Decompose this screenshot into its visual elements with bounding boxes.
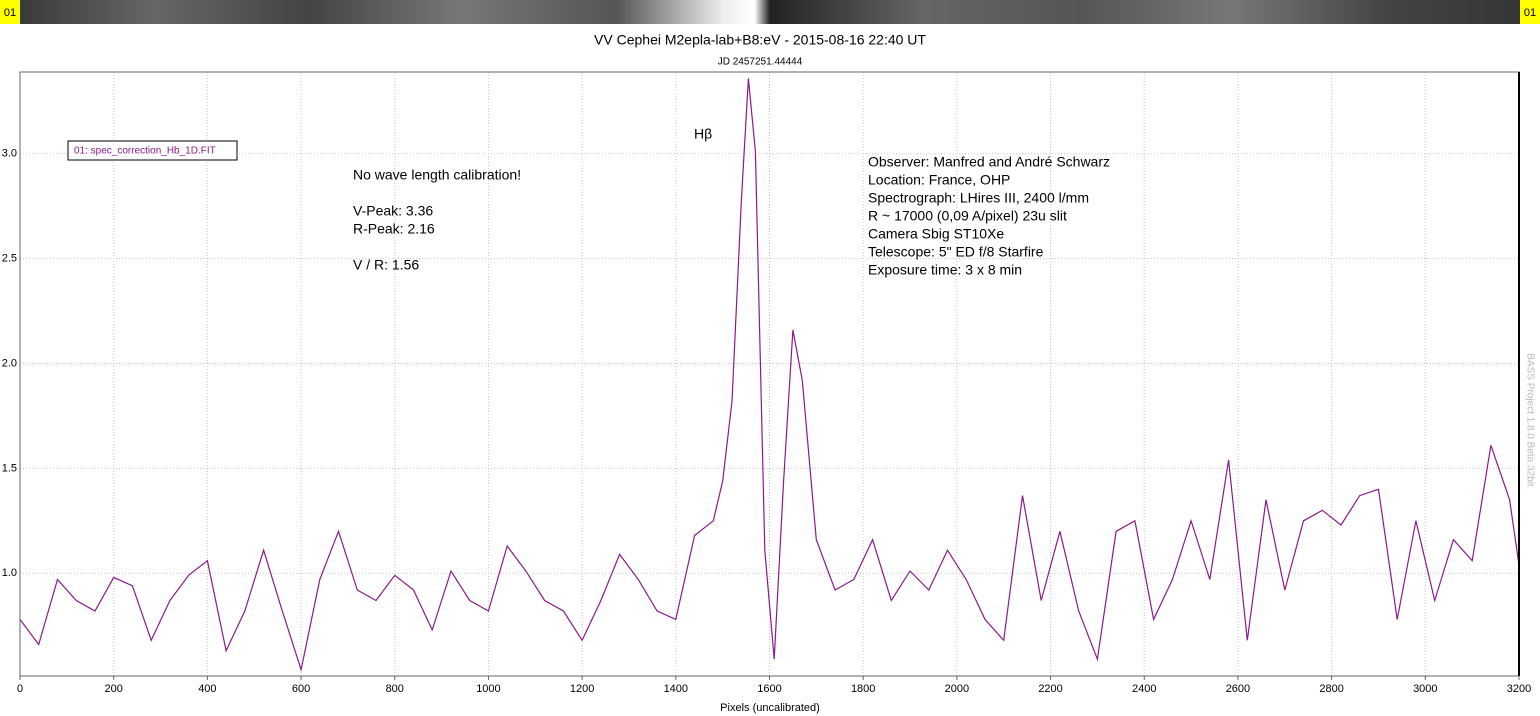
- x-tick-label: 600: [292, 683, 310, 695]
- spectrum-line: [19, 78, 1520, 673]
- info-line: Camera Sbig ST10Xe: [868, 226, 1004, 242]
- x-tick-label: 200: [105, 683, 123, 695]
- x-tick-label: 2800: [1319, 683, 1343, 695]
- x-tick-label: 2000: [945, 683, 969, 695]
- x-tick-label: 400: [198, 683, 216, 695]
- strip-badge: [1520, 0, 1540, 24]
- x-axis-label: Pixels (uncalibrated): [720, 702, 820, 714]
- x-tick-label: 800: [386, 683, 404, 695]
- x-tick-label: 3200: [1507, 683, 1531, 695]
- x-tick-label: 3000: [1413, 683, 1437, 695]
- chart-title: VV Cephei M2epla-lab+B8:eV - 2015-08-16 …: [594, 32, 926, 48]
- note: V / R: 1.56: [353, 257, 419, 273]
- x-tick-label: 2400: [1132, 683, 1156, 695]
- x-tick-label: 2600: [1226, 683, 1250, 695]
- y-tick-label: 3.0: [2, 148, 17, 160]
- x-tick-label: 2200: [1038, 683, 1062, 695]
- x-tick-label: 1000: [476, 683, 500, 695]
- info-line: Spectrograph: LHires III, 2400 l/mm: [868, 190, 1089, 206]
- y-tick-label: 2.5: [2, 253, 17, 265]
- info-line: Observer: Manfred and André Schwarz: [868, 154, 1110, 170]
- line-label: Hβ: [694, 126, 712, 142]
- chart-subtitle: JD 2457251.44444: [718, 57, 803, 68]
- legend-entry: 01: spec_correction_Hb_1D.FIT: [74, 146, 216, 157]
- watermark: BASS Project 1.8.0 Beta 32bit: [1524, 353, 1535, 487]
- legend-box: [67, 140, 238, 161]
- spectrum-strip: [0, 0, 1540, 24]
- info-line: R ~ 17000 (0,09 A/pixel) 23u slit: [868, 208, 1067, 224]
- info-line: Exposure time: 3 x 8 min: [868, 262, 1022, 278]
- x-tick-label: 1600: [757, 683, 781, 695]
- info-line: Location: France, OHP: [868, 172, 1010, 188]
- x-tick-label: 1200: [570, 683, 594, 695]
- strip-label: 01: [1524, 7, 1536, 19]
- info-line: Telescope: 5" ED f/8 Starfire: [868, 244, 1044, 260]
- y-tick-label: 1.0: [2, 567, 17, 579]
- note: V-Peak: 3.36: [353, 203, 433, 219]
- strip-badge: [0, 0, 20, 24]
- x-tick-label: 1800: [851, 683, 875, 695]
- x-tick-label: 1400: [664, 683, 688, 695]
- x-tick-label: 0: [17, 683, 23, 695]
- strip-label: 01: [4, 7, 16, 19]
- note: R-Peak: 2.16: [353, 221, 435, 237]
- note: No wave length calibration!: [353, 167, 521, 183]
- y-tick-label: 2.0: [2, 357, 17, 369]
- y-tick-label: 1.5: [2, 462, 17, 474]
